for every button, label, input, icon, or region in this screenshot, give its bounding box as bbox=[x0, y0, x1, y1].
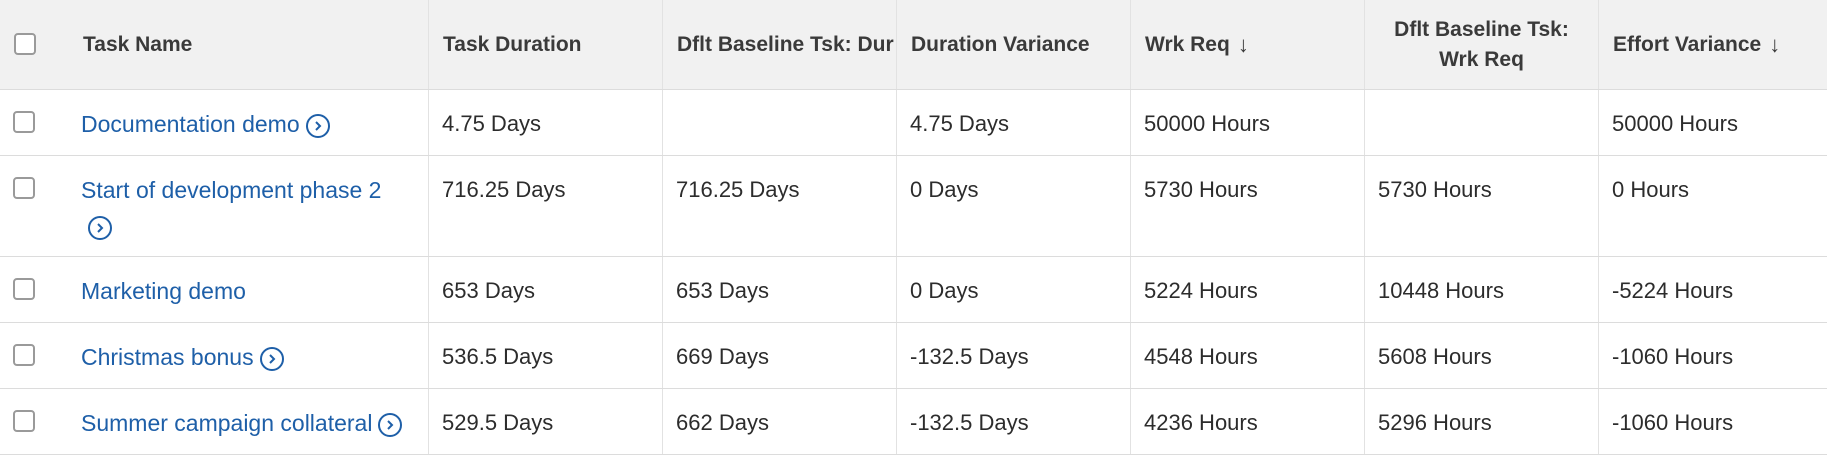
navigate-circle-icon[interactable] bbox=[88, 216, 112, 241]
row-checkbox[interactable] bbox=[13, 344, 35, 366]
row-checkbox[interactable] bbox=[13, 278, 35, 300]
task-name-cell: Documentation demo bbox=[67, 90, 429, 155]
task-duration-cell: 4.75 Days bbox=[429, 90, 663, 155]
column-header-label: Duration Variance bbox=[911, 32, 1090, 56]
column-header-duration-variance[interactable]: Duration Variance bbox=[897, 0, 1131, 89]
effort-variance-cell: -1060 Hours bbox=[1612, 410, 1734, 435]
effort-variance-cell: 50000 Hours bbox=[1612, 111, 1738, 136]
table-row[interactable]: Marketing demo 653 Days 653 Days 0 Days … bbox=[0, 257, 1827, 323]
column-header-label: Task Duration bbox=[443, 32, 582, 56]
task-name-link[interactable]: Documentation demo bbox=[81, 111, 300, 137]
column-header-label: Effort Variance bbox=[1613, 32, 1762, 56]
column-header-work-required[interactable]: Wrk Req ↓ bbox=[1131, 0, 1365, 89]
column-header-baseline-duration[interactable]: Dflt Baseline Tsk: Dur bbox=[663, 0, 897, 89]
task-name-cell: Marketing demo bbox=[67, 257, 429, 322]
table-header: Task Name Task Duration Dflt Baseline Ts… bbox=[0, 0, 1827, 90]
baseline-duration-cell: 662 Days bbox=[663, 389, 897, 454]
select-all-checkbox[interactable] bbox=[14, 33, 36, 55]
navigate-circle-icon[interactable] bbox=[259, 347, 284, 372]
duration-variance-cell: -132.5 Days bbox=[897, 323, 1131, 388]
duration-variance-cell: 0 Days bbox=[897, 257, 1131, 322]
duration-variance-cell: 0 Days bbox=[897, 156, 1131, 256]
baseline-work-cell bbox=[1365, 90, 1599, 155]
row-checkbox[interactable] bbox=[13, 111, 35, 133]
task-name-link[interactable]: Marketing demo bbox=[81, 278, 246, 304]
navigate-circle-icon[interactable] bbox=[378, 413, 403, 438]
effort-variance-cell: -1060 Hours bbox=[1612, 344, 1734, 369]
column-header-label: Dflt Baseline Tsk: Dur bbox=[677, 32, 894, 56]
baseline-duration-cell: 716.25 Days bbox=[663, 156, 897, 256]
column-header-label-line2: Wrk Req bbox=[1439, 47, 1524, 71]
baseline-work-cell: 5608 Hours bbox=[1365, 323, 1599, 388]
row-select-cell bbox=[0, 389, 67, 454]
task-duration-cell: 536.5 Days bbox=[429, 323, 663, 388]
duration-variance-cell: 4.75 Days bbox=[897, 90, 1131, 155]
sort-descending-icon[interactable]: ↓ bbox=[1237, 31, 1249, 57]
column-header-task-name[interactable]: Task Name bbox=[67, 0, 429, 89]
column-header-task-duration[interactable]: Task Duration bbox=[429, 0, 663, 89]
baseline-duration-cell: 669 Days bbox=[663, 323, 897, 388]
baseline-work-cell: 5730 Hours bbox=[1365, 156, 1599, 256]
baseline-work-cell: 10448 Hours bbox=[1365, 257, 1599, 322]
task-name-link[interactable]: Start of development phase 2 bbox=[81, 177, 382, 203]
column-header-label: Task Name bbox=[83, 32, 193, 56]
work-required-cell: 5730 Hours bbox=[1131, 156, 1365, 256]
work-required-cell: 4548 Hours bbox=[1131, 323, 1365, 388]
table-row[interactable]: Christmas bonus 536.5 Days 669 Days -132… bbox=[0, 323, 1827, 389]
column-header-effort-variance[interactable]: Effort Variance ↓ bbox=[1599, 0, 1827, 89]
task-name-cell: Christmas bonus bbox=[67, 323, 429, 388]
task-name-link[interactable]: Christmas bonus bbox=[81, 344, 254, 370]
sort-descending-icon[interactable]: ↓ bbox=[1769, 31, 1781, 57]
task-duration-cell: 716.25 Days bbox=[429, 156, 663, 256]
table-row[interactable]: Start of development phase 2 716.25 Days… bbox=[0, 156, 1827, 257]
table-row[interactable]: Summer campaign collateral 529.5 Days 66… bbox=[0, 389, 1827, 455]
baseline-work-cell: 5296 Hours bbox=[1365, 389, 1599, 454]
work-required-cell: 5224 Hours bbox=[1131, 257, 1365, 322]
baseline-duration-cell bbox=[663, 90, 897, 155]
row-checkbox[interactable] bbox=[13, 177, 35, 199]
task-name-link[interactable]: Summer campaign collateral bbox=[81, 410, 373, 436]
work-required-cell: 4236 Hours bbox=[1131, 389, 1365, 454]
row-select-cell bbox=[0, 257, 67, 322]
row-select-cell bbox=[0, 90, 67, 155]
column-header-baseline-work[interactable]: Dflt Baseline Tsk: Wrk Req bbox=[1365, 0, 1599, 89]
baseline-duration-cell: 653 Days bbox=[663, 257, 897, 322]
row-select-cell bbox=[0, 156, 67, 256]
effort-variance-cell: 0 Hours bbox=[1612, 177, 1690, 202]
select-all-cell bbox=[0, 0, 67, 89]
column-header-label: Wrk Req bbox=[1145, 32, 1230, 56]
row-select-cell bbox=[0, 323, 67, 388]
task-duration-cell: 529.5 Days bbox=[429, 389, 663, 454]
column-header-label-line1: Dflt Baseline Tsk: bbox=[1394, 17, 1569, 41]
duration-variance-cell: -132.5 Days bbox=[897, 389, 1131, 454]
task-duration-cell: 653 Days bbox=[429, 257, 663, 322]
task-name-cell: Start of development phase 2 bbox=[67, 156, 429, 256]
task-name-cell: Summer campaign collateral bbox=[67, 389, 429, 454]
navigate-circle-icon[interactable] bbox=[305, 114, 330, 139]
row-checkbox[interactable] bbox=[13, 410, 35, 432]
effort-variance-cell: -5224 Hours bbox=[1612, 278, 1734, 303]
work-required-cell: 50000 Hours bbox=[1131, 90, 1365, 155]
table-row[interactable]: Documentation demo 4.75 Days 4.75 Days 5… bbox=[0, 90, 1827, 156]
